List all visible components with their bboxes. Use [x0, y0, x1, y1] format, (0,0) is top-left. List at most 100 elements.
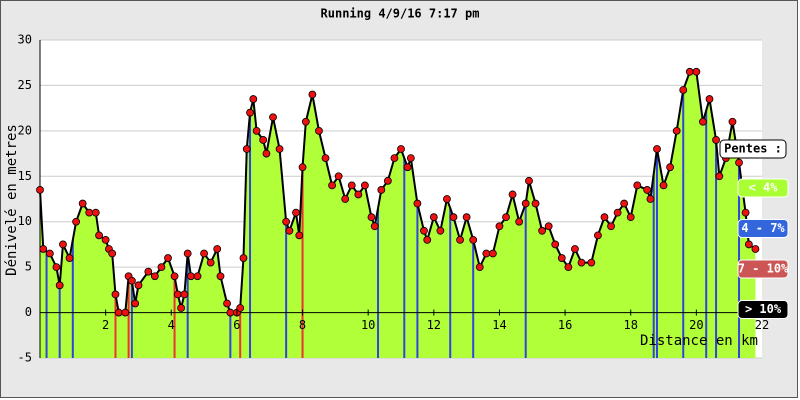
- elevation-point: [531, 199, 540, 208]
- elevation-point: [187, 272, 195, 281]
- elevation-point: [482, 249, 491, 258]
- elevation-point: [78, 199, 87, 208]
- elevation-point: [72, 217, 80, 226]
- elevation-point: [282, 217, 291, 226]
- elevation-point: [515, 217, 524, 226]
- legend-swatch: [737, 259, 789, 279]
- elevation-point: [193, 272, 202, 281]
- elevation-point: [397, 145, 405, 153]
- elevation-point: [131, 299, 140, 308]
- elevation-point: [692, 67, 701, 76]
- elevation-point: [712, 136, 720, 144]
- elevation-point: [699, 117, 707, 126]
- elevation-point: [594, 231, 602, 240]
- elevation-point: [587, 258, 596, 267]
- elevation-point: [659, 181, 668, 190]
- elevation-point: [508, 190, 517, 199]
- elevation-point: [728, 117, 737, 126]
- elevation-point: [111, 290, 120, 299]
- elevation-point: [488, 249, 497, 258]
- elevation-point: [249, 95, 258, 103]
- elevation-point: [108, 249, 117, 258]
- x-tick-label: 12: [427, 318, 441, 332]
- elevation-point: [429, 213, 438, 222]
- elevation-point: [315, 126, 323, 135]
- elevation-point: [741, 208, 750, 217]
- elevation-point: [275, 145, 284, 153]
- elevation-point: [328, 181, 336, 190]
- elevation-point: [223, 299, 231, 308]
- elevation-point: [751, 245, 760, 253]
- elevation-point: [301, 117, 310, 126]
- elevation-point: [390, 154, 399, 163]
- elevation-point: [403, 163, 412, 172]
- elevation-point: [633, 181, 642, 190]
- legend-swatch: [737, 219, 789, 238]
- elevation-point: [413, 199, 422, 208]
- elevation-point: [653, 145, 661, 153]
- elevation-point: [475, 263, 484, 272]
- elevation-point: [36, 186, 44, 194]
- x-tick-label: 4: [168, 318, 175, 332]
- x-tick-label: 18: [624, 318, 638, 332]
- x-tick-label: 2: [102, 318, 109, 332]
- elevation-point: [538, 226, 547, 235]
- elevation-point: [646, 195, 655, 203]
- elevation-point: [462, 213, 471, 222]
- elevation-point: [121, 308, 130, 317]
- legend-swatch: [737, 178, 789, 198]
- elevation-point: [354, 190, 363, 199]
- elevation-point: [607, 222, 615, 231]
- x-tick-label: 20: [689, 318, 703, 332]
- elevation-point: [469, 235, 478, 244]
- elevation-point: [45, 249, 54, 258]
- legend-label: 4 - 7%: [741, 221, 785, 235]
- elevation-point: [383, 176, 392, 185]
- elevation-point: [262, 149, 271, 158]
- elevation-point: [521, 199, 530, 208]
- elevation-point: [436, 226, 445, 235]
- elevation-point: [666, 163, 675, 172]
- elevation-point: [252, 126, 261, 135]
- x-tick-label: 14: [492, 318, 506, 332]
- elevation-point: [150, 272, 159, 281]
- y-tick-label: 0: [25, 305, 32, 319]
- x-tick-label: 10: [361, 318, 375, 332]
- legend-label: < 4%: [749, 181, 779, 195]
- legend-title: Pentes :: [724, 142, 782, 156]
- elevation-point: [55, 281, 64, 290]
- elevation-point: [173, 290, 182, 299]
- elevation-point: [600, 213, 609, 222]
- area-fill: [40, 71, 756, 359]
- elevation-point: [341, 195, 350, 203]
- x-tick-label: 22: [755, 318, 769, 332]
- elevation-point: [672, 126, 681, 135]
- elevation-point: [298, 163, 307, 172]
- elevation-point: [367, 213, 376, 222]
- elevation-point: [285, 226, 294, 235]
- legend-label: > 10%: [745, 302, 782, 316]
- elevation-point: [144, 267, 153, 276]
- x-axis-label: Distance en km: [640, 333, 758, 349]
- elevation-point: [551, 240, 560, 249]
- y-tick-label: 15: [18, 169, 32, 183]
- elevation-point: [449, 213, 458, 222]
- elevation-point: [715, 172, 724, 181]
- x-tick-label: 8: [299, 318, 306, 332]
- elevation-point: [626, 213, 635, 222]
- elevation-point: [39, 245, 48, 253]
- elevation-point: [360, 181, 369, 190]
- elevation-point: [239, 254, 248, 262]
- elevation-point: [334, 172, 343, 181]
- elevation-point: [177, 304, 186, 312]
- elevation-point: [59, 240, 67, 249]
- elevation-point: [206, 258, 215, 267]
- y-tick-label: 25: [18, 78, 32, 92]
- elevation-point: [557, 254, 566, 262]
- elevation-point: [613, 208, 622, 217]
- elevation-point: [180, 290, 189, 299]
- y-tick-label: 5: [25, 260, 32, 274]
- elevation-point: [620, 199, 629, 208]
- elevation-point: [308, 90, 317, 99]
- elevation-point: [571, 245, 579, 253]
